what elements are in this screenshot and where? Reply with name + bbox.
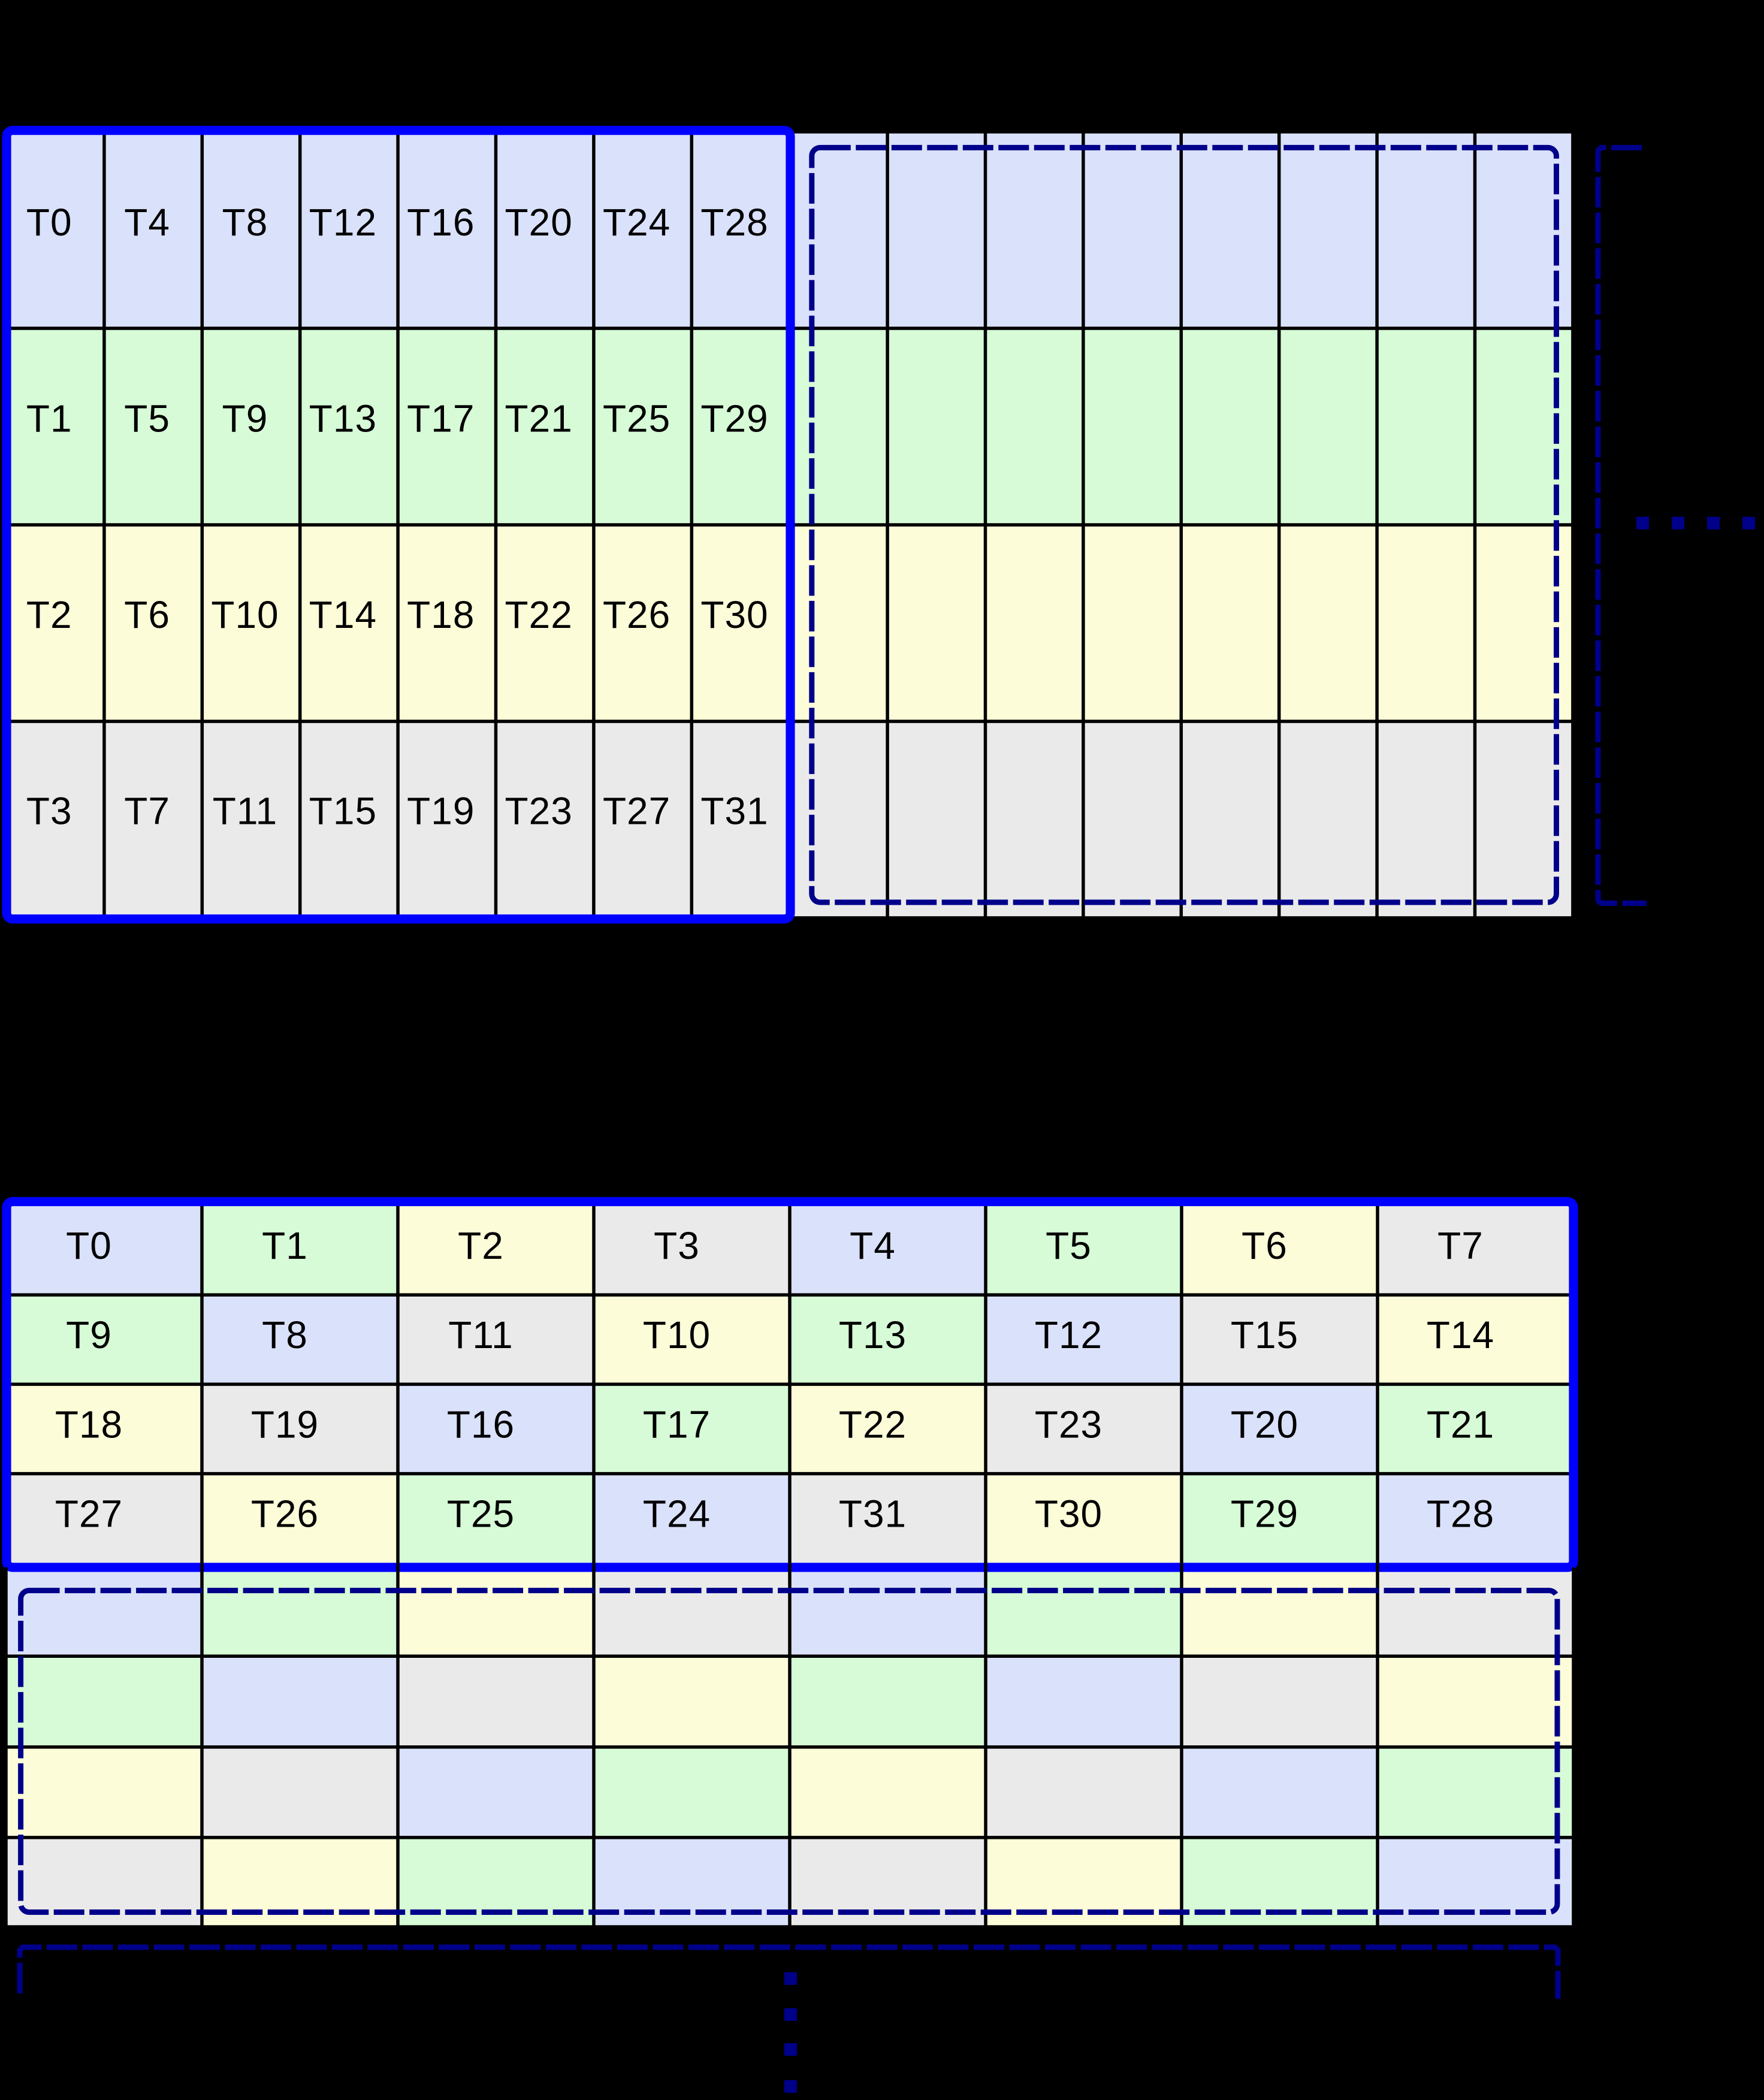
svg-text:T28: T28 bbox=[1427, 1492, 1494, 1536]
svg-text:T3: T3 bbox=[654, 1224, 700, 1267]
svg-text:T7: T7 bbox=[1437, 1224, 1484, 1267]
svg-text:T20: T20 bbox=[1231, 1403, 1298, 1446]
svg-text:T20: T20 bbox=[505, 201, 573, 244]
svg-text:T8: T8 bbox=[262, 1313, 308, 1356]
svg-text:T24: T24 bbox=[643, 1492, 711, 1536]
svg-text:T26: T26 bbox=[251, 1492, 319, 1536]
svg-text:T2: T2 bbox=[458, 1224, 504, 1267]
svg-text:T28: T28 bbox=[700, 201, 768, 244]
svg-text:T4: T4 bbox=[124, 201, 170, 244]
svg-text:T22: T22 bbox=[839, 1403, 907, 1446]
svg-text:T29: T29 bbox=[1231, 1492, 1298, 1536]
svg-text:T18: T18 bbox=[407, 593, 475, 636]
svg-text:T11: T11 bbox=[213, 789, 278, 832]
svg-text:T5: T5 bbox=[124, 397, 170, 440]
svg-text:T23: T23 bbox=[1035, 1403, 1102, 1446]
svg-text:T21: T21 bbox=[505, 397, 573, 440]
svg-text:T3: T3 bbox=[26, 789, 73, 832]
svg-text:T13: T13 bbox=[839, 1313, 907, 1356]
svg-text:T27: T27 bbox=[55, 1492, 123, 1536]
svg-text:T31: T31 bbox=[839, 1492, 907, 1536]
svg-text:T25: T25 bbox=[603, 397, 670, 440]
svg-text:T15: T15 bbox=[1231, 1313, 1298, 1356]
svg-text:T17: T17 bbox=[407, 397, 475, 440]
svg-text:T9: T9 bbox=[222, 397, 268, 440]
svg-text:T11: T11 bbox=[448, 1313, 514, 1356]
svg-text:T19: T19 bbox=[251, 1403, 319, 1446]
svg-text:T29: T29 bbox=[700, 397, 768, 440]
svg-text:T0: T0 bbox=[26, 201, 73, 244]
svg-text:T10: T10 bbox=[211, 593, 279, 636]
svg-text:T8: T8 bbox=[222, 201, 268, 244]
svg-text:T12: T12 bbox=[309, 201, 377, 244]
svg-text:T16: T16 bbox=[407, 201, 475, 244]
svg-text:T22: T22 bbox=[505, 593, 573, 636]
svg-text:T16: T16 bbox=[447, 1403, 515, 1446]
svg-text:T31: T31 bbox=[700, 789, 768, 832]
svg-text:T9: T9 bbox=[66, 1313, 112, 1356]
svg-text:T6: T6 bbox=[1242, 1224, 1288, 1267]
svg-text:T4: T4 bbox=[850, 1224, 896, 1267]
svg-text:T23: T23 bbox=[505, 789, 573, 832]
svg-text:T15: T15 bbox=[309, 789, 377, 832]
svg-text:T30: T30 bbox=[1035, 1492, 1102, 1536]
svg-text:T6: T6 bbox=[124, 593, 170, 636]
svg-text:T1: T1 bbox=[262, 1224, 308, 1267]
svg-text:T24: T24 bbox=[603, 201, 670, 244]
svg-text:T14: T14 bbox=[1427, 1313, 1494, 1356]
svg-text:T21: T21 bbox=[1427, 1403, 1494, 1446]
svg-text:T1: T1 bbox=[26, 397, 73, 440]
svg-text:T25: T25 bbox=[447, 1492, 515, 1536]
svg-text:T18: T18 bbox=[55, 1403, 123, 1446]
svg-text:T30: T30 bbox=[700, 593, 768, 636]
svg-text:T14: T14 bbox=[309, 593, 377, 636]
svg-text:T26: T26 bbox=[603, 593, 670, 636]
svg-text:T13: T13 bbox=[309, 397, 377, 440]
svg-text:T12: T12 bbox=[1035, 1313, 1102, 1356]
svg-text:T0: T0 bbox=[66, 1224, 112, 1267]
svg-text:T17: T17 bbox=[643, 1403, 711, 1446]
svg-text:T27: T27 bbox=[603, 789, 670, 832]
svg-text:T7: T7 bbox=[124, 789, 170, 832]
svg-text:T19: T19 bbox=[407, 789, 475, 832]
svg-text:T5: T5 bbox=[1046, 1224, 1092, 1267]
svg-text:T2: T2 bbox=[26, 593, 73, 636]
svg-text:T10: T10 bbox=[643, 1313, 711, 1356]
